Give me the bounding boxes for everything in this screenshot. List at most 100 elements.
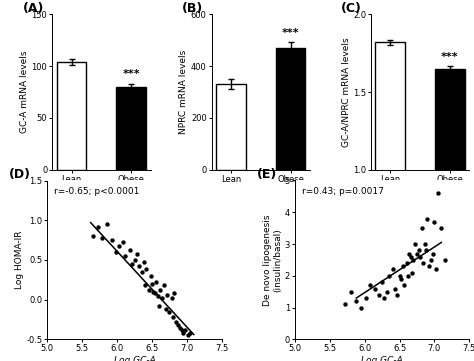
Point xyxy=(424,216,431,222)
Point xyxy=(155,303,163,309)
Point xyxy=(393,292,401,298)
Point xyxy=(408,270,416,275)
Text: (D): (D) xyxy=(9,168,31,181)
Bar xyxy=(375,42,405,325)
Point xyxy=(407,254,414,260)
Point xyxy=(98,235,106,240)
Point xyxy=(411,241,419,247)
Text: (E): (E) xyxy=(256,168,277,181)
Point xyxy=(89,233,97,239)
Point xyxy=(419,260,427,266)
Point xyxy=(383,289,391,295)
Point xyxy=(371,286,379,291)
Point xyxy=(164,292,171,298)
Point xyxy=(389,266,396,272)
Point xyxy=(425,264,433,269)
Y-axis label: GC-A/NPRC mRNA levels: GC-A/NPRC mRNA levels xyxy=(341,37,350,147)
Point xyxy=(143,266,150,272)
Point xyxy=(171,290,178,296)
Point xyxy=(404,273,412,279)
Text: (A): (A) xyxy=(23,2,44,15)
Point xyxy=(429,251,437,256)
Point xyxy=(150,289,157,295)
Point xyxy=(169,314,177,320)
Point xyxy=(145,287,152,293)
Point xyxy=(160,282,168,288)
Point xyxy=(154,293,161,299)
Y-axis label: Log HOMA-IR: Log HOMA-IR xyxy=(15,231,24,289)
Point xyxy=(112,249,119,255)
Point xyxy=(108,237,115,243)
Point xyxy=(119,240,127,245)
Point xyxy=(385,273,393,279)
Text: ***: *** xyxy=(122,69,140,79)
Text: (C): (C) xyxy=(341,2,362,15)
Bar xyxy=(435,69,465,325)
Point xyxy=(396,273,403,279)
Point xyxy=(162,306,170,312)
Point xyxy=(103,221,110,227)
Text: ***: *** xyxy=(441,52,459,62)
Point xyxy=(434,190,442,196)
Point xyxy=(347,289,355,295)
Point xyxy=(417,254,424,260)
Bar xyxy=(116,87,146,170)
Point xyxy=(178,327,186,333)
Point xyxy=(427,257,435,263)
Point xyxy=(357,305,365,310)
Point xyxy=(401,282,408,288)
Point xyxy=(152,279,160,285)
Point xyxy=(438,225,445,231)
Point xyxy=(441,257,449,263)
Point xyxy=(399,264,407,269)
Point xyxy=(165,309,173,315)
Point xyxy=(381,295,388,301)
Bar xyxy=(216,84,246,170)
Text: r=-0.65; p<0.0001: r=-0.65; p<0.0001 xyxy=(55,187,140,196)
Point xyxy=(341,301,349,307)
Y-axis label: De novo lipogenesis
(insulin/basal): De novo lipogenesis (insulin/basal) xyxy=(263,214,282,306)
Point xyxy=(168,295,175,301)
Point xyxy=(413,251,421,256)
Point xyxy=(176,325,184,331)
X-axis label: Log GC-A: Log GC-A xyxy=(114,356,155,361)
Point xyxy=(430,219,438,225)
Point xyxy=(362,295,370,301)
Point xyxy=(115,243,122,248)
Point xyxy=(415,248,423,253)
Point xyxy=(418,225,426,231)
Point xyxy=(148,281,156,287)
Y-axis label: NPRC mRNA levels: NPRC mRNA levels xyxy=(179,50,188,134)
Bar xyxy=(56,62,86,170)
Point xyxy=(173,319,180,325)
Point xyxy=(140,258,147,264)
Point xyxy=(187,330,194,336)
Point xyxy=(403,260,410,266)
Point xyxy=(182,327,189,333)
Point xyxy=(421,241,428,247)
Point xyxy=(378,279,386,285)
Point xyxy=(138,269,146,275)
Text: ***: *** xyxy=(282,28,299,38)
Point xyxy=(131,257,138,263)
Point xyxy=(159,295,166,301)
Point xyxy=(94,224,101,230)
Point xyxy=(432,266,439,272)
Point xyxy=(397,276,405,282)
Text: r=0.43; p=0.0017: r=0.43; p=0.0017 xyxy=(302,187,384,196)
Point xyxy=(126,248,134,253)
Point xyxy=(128,261,136,267)
Point xyxy=(133,251,140,256)
X-axis label: Log GC-A: Log GC-A xyxy=(361,356,403,361)
Point xyxy=(410,257,417,263)
Point xyxy=(136,264,143,269)
Point xyxy=(141,282,149,288)
Bar xyxy=(275,48,305,170)
Point xyxy=(180,330,187,336)
Point xyxy=(353,298,360,304)
Point xyxy=(422,248,430,253)
Point xyxy=(122,253,129,259)
Point xyxy=(184,332,192,338)
Point xyxy=(391,286,399,291)
Text: (B): (B) xyxy=(182,2,203,15)
